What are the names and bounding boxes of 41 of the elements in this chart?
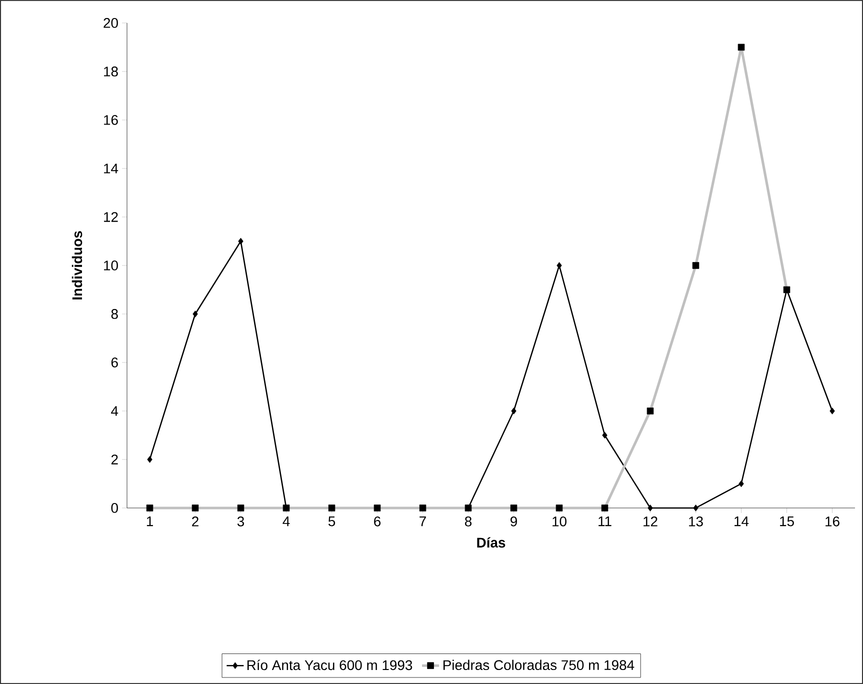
point [556, 262, 562, 269]
x-tick-label: 5 [328, 516, 336, 526]
y-tick-label: 12 [104, 212, 118, 222]
x-axis-title: Días [477, 537, 506, 548]
x-tick-label: 16 [826, 516, 840, 526]
point [511, 408, 516, 414]
y-tick-label: 14 [104, 164, 118, 174]
y-tick-label: 4 [111, 406, 118, 416]
point [602, 432, 608, 439]
x-tick-label: 9 [510, 516, 517, 526]
x-tick-label: 4 [282, 516, 290, 526]
point [192, 310, 198, 318]
x-tick-label: 15 [780, 516, 794, 526]
x-tick-label: 2 [192, 516, 198, 526]
x-tick-label: 14 [734, 516, 749, 526]
y-tick-label: 2 [111, 454, 118, 464]
x-tick-label: 6 [374, 516, 381, 526]
point [238, 238, 244, 245]
y-tick-label: 10 [104, 260, 118, 270]
x-tick-label: 3 [237, 516, 244, 526]
point [830, 408, 835, 414]
x-tick-label: 7 [420, 516, 426, 526]
y-tick-label: 8 [111, 309, 118, 319]
y-tick-label: 18 [104, 66, 118, 76]
x-tick-label: 10 [552, 516, 566, 526]
x-tick-label: 1 [146, 516, 153, 526]
y-tick-label: 6 [111, 358, 118, 368]
x-tick-label: 12 [644, 516, 658, 526]
x-tick-label: 8 [464, 516, 472, 526]
y-tick-label: 0 [111, 503, 118, 513]
point [693, 504, 698, 512]
x-tick-label: 11 [598, 516, 612, 526]
point [648, 504, 653, 512]
x-tick-label: 13 [689, 516, 703, 526]
point [738, 480, 744, 488]
legend-label: Río Anta Yacu 600 m 1993 [247, 660, 412, 670]
y-axis-title: Individuos [72, 231, 82, 300]
legend-label: Piedras Coloradas 750 m 1984 [443, 660, 634, 670]
y-tick-label: 20 [104, 18, 118, 28]
point [147, 456, 152, 463]
y-tick-label: 16 [104, 115, 118, 125]
